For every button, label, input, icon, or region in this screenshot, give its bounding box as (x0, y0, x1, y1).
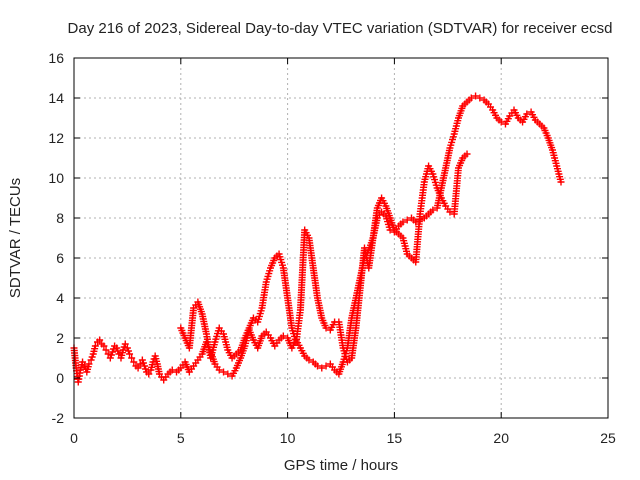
main-series-marker (91, 342, 99, 350)
grid-lines (74, 58, 608, 418)
x-tick-label: 20 (493, 430, 509, 446)
main-series-marker (215, 366, 223, 374)
chart-title: Day 216 of 2023, Sidereal Day-to-day VTE… (68, 20, 613, 37)
main-series-marker (467, 94, 475, 102)
y-tick-label: 12 (48, 130, 64, 146)
main-series-marker (472, 92, 480, 100)
main-series-marker (403, 216, 411, 224)
main-series-marker (102, 346, 110, 354)
main-series-marker (126, 350, 134, 358)
y-tick-label: -2 (52, 410, 65, 426)
y-tick-label: 14 (48, 90, 64, 106)
y-tick-label: 0 (56, 370, 64, 386)
y-tick-label: 6 (56, 250, 64, 266)
main-series-marker (220, 368, 228, 376)
main-series-marker (85, 360, 93, 368)
y-tick-label: 16 (48, 50, 64, 66)
secondary-series-marker (463, 150, 471, 158)
y-axis-label: SDTVAR / TECUs (7, 178, 24, 298)
x-tick-label: 0 (70, 430, 78, 446)
y-tick-label: 2 (56, 330, 64, 346)
main-series-marker (429, 206, 437, 214)
main-series-marker (318, 364, 326, 372)
x-tick-label: 10 (280, 430, 296, 446)
plot-frame (73, 57, 609, 419)
main-series-marker (322, 362, 330, 370)
y-tick-label: 10 (48, 170, 64, 186)
main-series-marker (128, 354, 136, 362)
x-tick-label: 25 (600, 430, 616, 446)
y-tick-label: 8 (56, 210, 64, 226)
main-series-marker (314, 362, 322, 370)
data-marks (70, 92, 565, 386)
main-series-marker (96, 336, 104, 344)
x-tick-label: 5 (177, 430, 185, 446)
axes: 0 5 10 15 20 25 -2 0 2 4 6 8 10 12 14 16 (48, 50, 616, 446)
main-series-marker (168, 366, 176, 374)
main-series-marker (134, 364, 142, 372)
main-series-marker (100, 342, 108, 350)
main-series-marker (557, 178, 565, 186)
main-series-marker (279, 332, 287, 340)
main-series-marker (476, 94, 484, 102)
main-series-marker (136, 360, 144, 368)
main-series-marker (145, 370, 153, 378)
main-series-marker (399, 218, 407, 226)
x-tick-label: 15 (387, 430, 403, 446)
main-series-marker (130, 358, 138, 366)
main-series-marker (79, 358, 87, 366)
main-series-marker (121, 340, 129, 348)
y-tick-label: 4 (56, 290, 64, 306)
main-series-marker (305, 356, 313, 364)
x-axis-label: GPS time / hours (284, 457, 398, 474)
main-series-marker (104, 350, 112, 358)
